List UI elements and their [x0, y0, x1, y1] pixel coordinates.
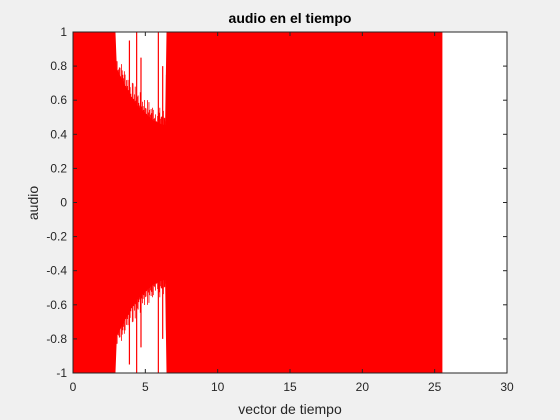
x-tick-label: 25 — [428, 380, 442, 394]
y-axis-label: audio — [25, 186, 41, 220]
y-tick-label: -0.8 — [46, 332, 67, 346]
x-tick-label: 30 — [500, 380, 514, 394]
y-tick-label: -0.2 — [46, 230, 67, 244]
y-tick-label: -1 — [56, 366, 67, 380]
x-tick-label: 10 — [211, 380, 225, 394]
y-tick-label: 0.4 — [50, 127, 67, 141]
y-tick-label: -0.4 — [46, 264, 67, 278]
y-tick-label: 0.2 — [50, 161, 67, 175]
x-tick-label: 20 — [356, 380, 370, 394]
x-tick-label: 5 — [142, 380, 149, 394]
x-tick-label: 0 — [70, 380, 77, 394]
signal-layer — [72, 31, 443, 374]
x-axis-label: vector de tiempo — [238, 401, 342, 417]
y-tick-label: 1 — [60, 25, 67, 39]
chart-title: audio en el tiempo — [229, 10, 352, 26]
ticks-layer: 0 5 10 15 20 25 30 -1 -0.8 -0.6 -0.4 -0.2 0 0.2 0.4 0.6… — [46, 25, 514, 394]
x-tick-label: 15 — [283, 380, 297, 394]
y-tick-label: 0 — [60, 196, 67, 210]
y-tick-label: -0.6 — [46, 298, 67, 312]
y-tick-label: 0.6 — [50, 93, 67, 107]
y-tick-label: 0.8 — [50, 59, 67, 73]
